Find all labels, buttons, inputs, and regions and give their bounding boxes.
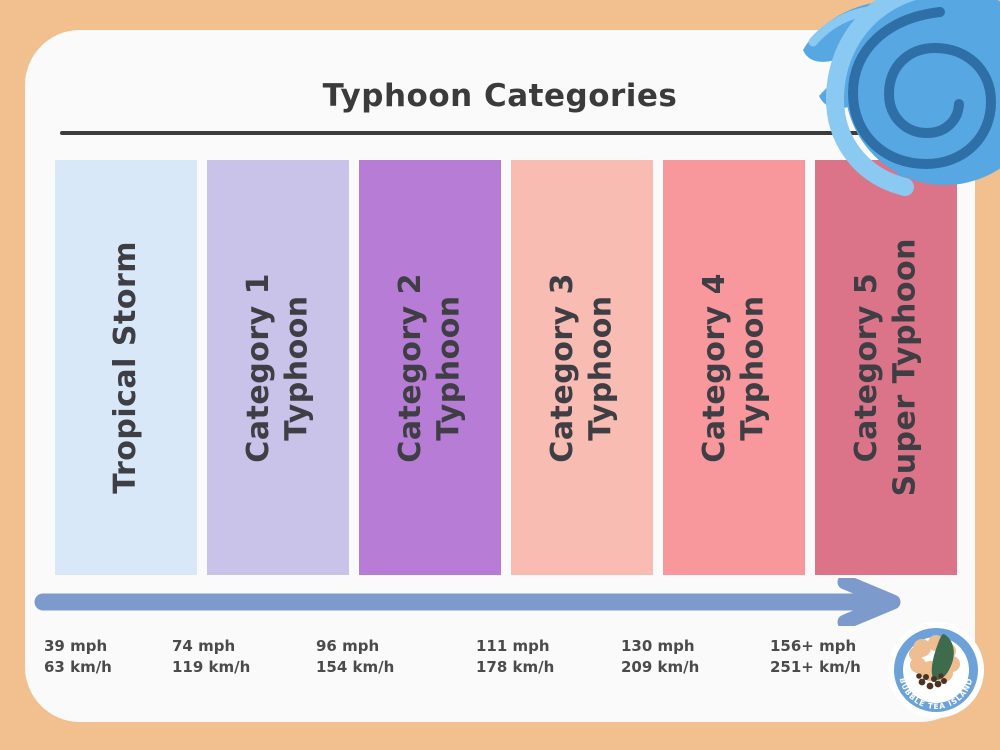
category-label: Category 1 Typhoon bbox=[240, 273, 317, 463]
category-label: Category 5 Super Typhoon bbox=[848, 238, 925, 496]
category-line2: Super Typhoon bbox=[887, 238, 922, 497]
bar-category-2: Category 2 Typhoon bbox=[359, 160, 501, 575]
speed-kmh: 209 km/h bbox=[621, 658, 700, 676]
speed-label: 96 mph 154 km/h bbox=[316, 636, 394, 678]
category-line1: Category 4 bbox=[696, 272, 732, 463]
bar-category-3: Category 3 Typhoon bbox=[511, 160, 653, 575]
spiral-disc bbox=[845, 0, 1000, 185]
category-label: Category 3 Typhoon bbox=[544, 273, 621, 463]
category-line1: Category 3 bbox=[544, 272, 580, 463]
speed-label: 74 mph 119 km/h bbox=[172, 636, 250, 678]
category-line1: Category 2 bbox=[392, 272, 428, 463]
speed-thresholds: 39 mph 63 km/h 74 mph 119 km/h 96 mph 15… bbox=[0, 636, 1000, 686]
logo-island bbox=[931, 634, 954, 680]
typhoon-spiral-icon bbox=[803, 0, 1000, 196]
category-line2: Typhoon bbox=[583, 294, 618, 441]
bar-tropical-storm: Tropical Storm bbox=[55, 160, 197, 575]
category-bars: Tropical Storm Category 1 Typhoon Categor… bbox=[55, 160, 957, 575]
category-label: Tropical Storm bbox=[107, 241, 145, 494]
category-line1: Category 5 bbox=[848, 272, 884, 463]
category-label: Category 2 Typhoon bbox=[392, 273, 469, 463]
bar-category-1: Category 1 Typhoon bbox=[207, 160, 349, 575]
speed-label: 39 mph 63 km/h bbox=[44, 636, 112, 678]
speed-mph: 111 mph bbox=[476, 637, 550, 655]
right-arrow-icon bbox=[34, 578, 901, 626]
speed-label: 111 mph 178 km/h bbox=[476, 636, 554, 678]
speed-kmh: 63 km/h bbox=[44, 658, 112, 676]
category-line2: Typhoon bbox=[431, 294, 466, 441]
speed-kmh: 178 km/h bbox=[476, 658, 555, 676]
bubble-tea-island-logo: BUBBLE TEA ISLAND bbox=[888, 622, 984, 718]
category-line1: Category 1 bbox=[240, 272, 276, 463]
speed-mph: 96 mph bbox=[316, 637, 380, 655]
category-line1: Tropical Storm bbox=[107, 241, 143, 494]
arrow-head bbox=[837, 578, 901, 626]
speed-label: 156+ mph 251+ km/h bbox=[770, 636, 861, 678]
title-underline bbox=[60, 131, 905, 135]
bar-category-4: Category 4 Typhoon bbox=[663, 160, 805, 575]
page-title: Typhoon Categories bbox=[322, 78, 678, 114]
speed-mph: 130 mph bbox=[621, 637, 695, 655]
logo-pearls bbox=[916, 673, 947, 690]
category-line2: Typhoon bbox=[279, 294, 314, 441]
speed-mph: 156+ mph bbox=[770, 637, 857, 655]
speed-mph: 39 mph bbox=[44, 637, 108, 655]
speed-kmh: 251+ km/h bbox=[770, 658, 861, 676]
spiral-light-band bbox=[825, 0, 917, 196]
speed-kmh: 154 km/h bbox=[316, 658, 395, 676]
category-line2: Typhoon bbox=[735, 294, 770, 441]
bar-category-5: Category 5 Super Typhoon bbox=[815, 160, 957, 575]
speed-label: 130 mph 209 km/h bbox=[621, 636, 699, 678]
spiral-curl bbox=[847, 7, 997, 170]
speed-kmh: 119 km/h bbox=[172, 658, 251, 676]
speed-mph: 74 mph bbox=[172, 637, 236, 655]
category-label: Category 4 Typhoon bbox=[696, 273, 773, 463]
